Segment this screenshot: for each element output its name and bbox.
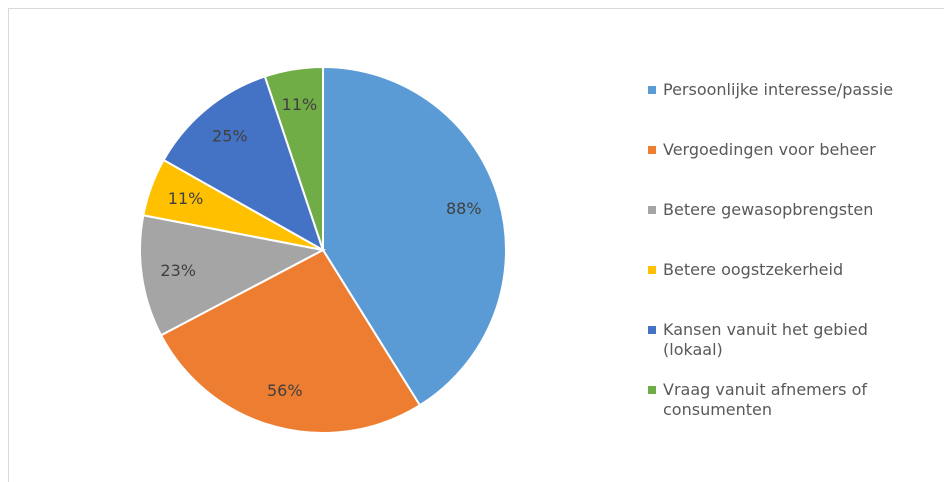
legend-label: Kansen vanuit het gebied (lokaal): [663, 320, 868, 359]
data-label: 11%: [168, 189, 204, 208]
data-label: 23%: [160, 261, 196, 280]
legend-label: Betere oogstzekerheid: [663, 260, 844, 279]
legend-label: Vraag vanuit afnemers of consumenten: [663, 380, 868, 419]
pie-slice: [263, 65, 324, 251]
legend-swatch: [648, 86, 656, 94]
data-label: 88%: [446, 199, 482, 218]
legend-swatch: [648, 326, 656, 334]
pie-slice: [162, 75, 325, 253]
legend-label: Betere gewasopbrengsten: [663, 200, 874, 219]
legend-item: Kansen vanuit het gebied (lokaal): [648, 320, 928, 360]
legend-swatch: [648, 146, 656, 154]
legend-swatch: [648, 266, 656, 274]
legend-item: Vraag vanuit afnemers of consumenten: [648, 380, 928, 420]
data-label: 11%: [282, 95, 318, 114]
legend-item: Vergoedingen voor beheer: [648, 140, 928, 160]
data-label: 56%: [267, 381, 303, 400]
chart-border: [8, 8, 944, 482]
pie-slice: [139, 214, 326, 337]
legend-swatch: [648, 386, 656, 394]
legend-item: Betere oogstzekerheid: [648, 260, 928, 280]
pie-slice: [159, 248, 422, 434]
legend-swatch: [648, 206, 656, 214]
data-label: 25%: [212, 127, 248, 146]
legend-item: Betere gewasopbrengsten: [648, 200, 928, 220]
pie-slice: [322, 65, 507, 407]
legend-item: Persoonlijke interesse/passie: [648, 80, 928, 100]
legend-label: Persoonlijke interesse/passie: [663, 80, 894, 99]
legend-label: Vergoedingen voor beheer: [663, 140, 876, 159]
